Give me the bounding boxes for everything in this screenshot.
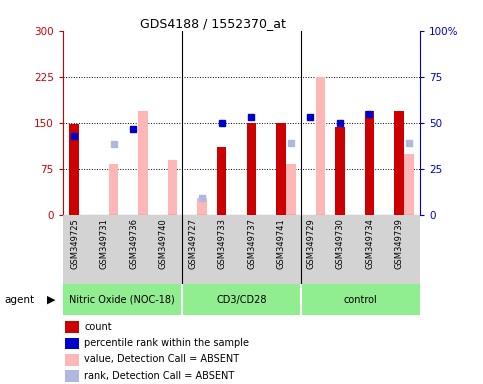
Bar xyxy=(65,370,79,382)
Bar xyxy=(286,164,296,215)
Bar xyxy=(198,198,207,215)
Bar xyxy=(109,164,118,215)
Text: agent: agent xyxy=(5,295,35,305)
Text: control: control xyxy=(344,295,378,305)
Text: GSM349731: GSM349731 xyxy=(99,218,109,269)
Bar xyxy=(168,160,177,215)
Bar xyxy=(65,354,79,366)
Text: Nitric Oxide (NOC-18): Nitric Oxide (NOC-18) xyxy=(70,295,175,305)
Text: GSM349739: GSM349739 xyxy=(395,218,404,269)
Text: ▶: ▶ xyxy=(47,295,56,305)
Text: GSM349740: GSM349740 xyxy=(158,218,168,269)
Text: GSM349737: GSM349737 xyxy=(247,218,256,270)
Text: count: count xyxy=(84,322,112,332)
Bar xyxy=(217,147,227,215)
Text: rank, Detection Call = ABSENT: rank, Detection Call = ABSENT xyxy=(84,371,234,381)
Bar xyxy=(404,154,414,215)
Text: GSM349727: GSM349727 xyxy=(188,218,197,269)
Bar xyxy=(246,123,256,215)
Bar xyxy=(65,321,79,333)
Text: GDS4188 / 1552370_at: GDS4188 / 1552370_at xyxy=(140,17,285,30)
Bar xyxy=(276,123,285,215)
Bar xyxy=(69,124,79,215)
Text: GSM349730: GSM349730 xyxy=(336,218,345,269)
Bar xyxy=(139,111,148,215)
Text: percentile rank within the sample: percentile rank within the sample xyxy=(84,338,249,348)
Text: GSM349725: GSM349725 xyxy=(70,218,79,269)
Bar xyxy=(365,111,374,215)
Text: GSM349741: GSM349741 xyxy=(277,218,286,269)
Bar xyxy=(316,77,325,215)
Text: GSM349734: GSM349734 xyxy=(366,218,374,269)
Bar xyxy=(335,127,344,215)
Bar xyxy=(394,111,404,215)
Text: value, Detection Call = ABSENT: value, Detection Call = ABSENT xyxy=(84,354,240,364)
Text: GSM349729: GSM349729 xyxy=(306,218,315,269)
Text: CD3/CD28: CD3/CD28 xyxy=(216,295,267,305)
Text: GSM349733: GSM349733 xyxy=(218,218,227,270)
Bar xyxy=(65,338,79,349)
Text: GSM349736: GSM349736 xyxy=(129,218,138,270)
